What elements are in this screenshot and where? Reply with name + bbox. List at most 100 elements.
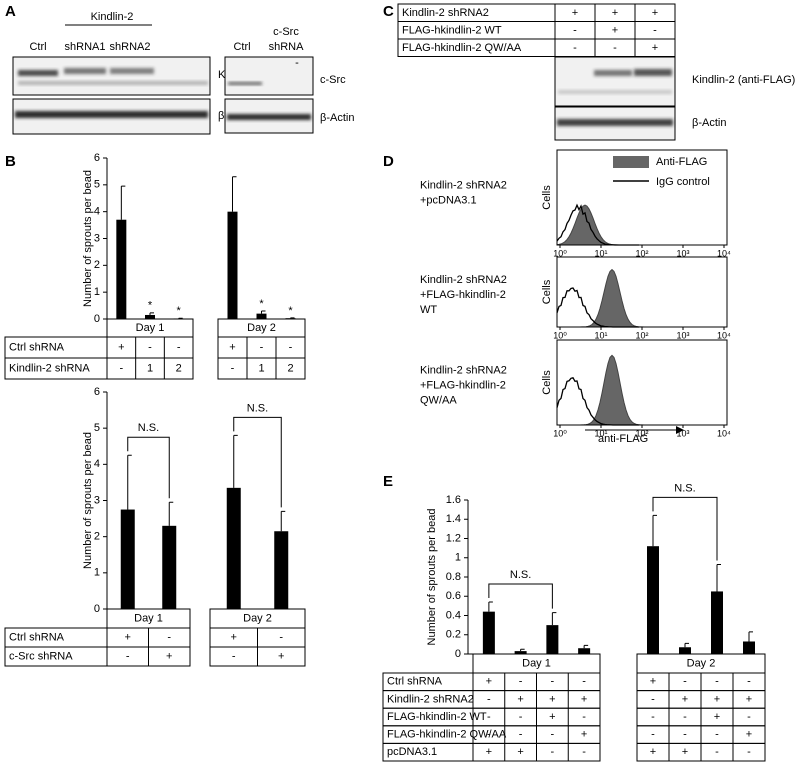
bar (679, 647, 691, 654)
cell-text: - (573, 42, 577, 54)
bar (120, 509, 135, 609)
bar (145, 314, 155, 319)
cell-text: - (260, 341, 264, 353)
bar (274, 531, 289, 609)
significance-bracket (488, 583, 553, 609)
bracket-label: N.S. (674, 482, 695, 494)
row-label: FLAG-hkindlin-2 WT (402, 24, 502, 36)
y-tick-label: 0 (94, 603, 100, 615)
annotation: * (259, 298, 264, 310)
blot-background (224, 56, 314, 96)
cell-text: + (572, 7, 578, 19)
lane-label: Ctrl (233, 41, 250, 53)
x-tick-label: 10³ (676, 428, 689, 438)
x-tick-label: 10³ (676, 330, 689, 340)
histogram-fill (570, 354, 660, 426)
table-cell (217, 357, 306, 380)
condition-label: Kindlin-2 shRNA2 (420, 274, 507, 286)
group-label: Day 2 (247, 322, 276, 334)
cell-text: - (573, 24, 577, 36)
blot-band (594, 70, 632, 76)
cell-text: - (613, 42, 617, 54)
cell-text: - (487, 729, 491, 741)
panel-label: D (383, 153, 394, 170)
cell-text: - (651, 693, 655, 705)
error-bar (583, 644, 589, 649)
bar (227, 211, 238, 319)
group-label: Day 2 (243, 612, 272, 624)
condition-label: WT (420, 304, 437, 316)
cell-text: 2 (176, 362, 182, 374)
x-tick-label: 10⁰ (553, 248, 567, 258)
cell-text: + (125, 631, 131, 643)
x-tick-label: 10¹ (594, 330, 607, 340)
band-label: β-Actin (692, 117, 726, 129)
y-tick-label: 6 (94, 386, 100, 398)
error-bar (232, 176, 237, 212)
blot-band (15, 111, 208, 118)
significance-bracket (652, 496, 718, 561)
legend-swatch (613, 156, 649, 168)
error-bar (551, 612, 557, 626)
band-label: c-Src (320, 74, 346, 86)
error-bar (168, 501, 174, 526)
significance-bracket (127, 436, 170, 499)
cell-text: - (683, 729, 687, 741)
bracket-label: N.S. (247, 402, 268, 414)
y-tick-label: 6 (94, 152, 100, 164)
histogram-fill (556, 204, 640, 246)
error-bar (748, 631, 753, 642)
y-tick-label: 2 (94, 531, 100, 543)
legend-label: IgG control (656, 176, 710, 188)
y-tick-label: 0 (94, 313, 100, 325)
cell-text: - (582, 711, 586, 723)
y-axis-label: Cells (541, 370, 553, 395)
y-axis-label: Cells (541, 185, 553, 210)
cell-text: + (517, 693, 523, 705)
cell-text: - (651, 729, 655, 741)
blot-band (557, 119, 673, 126)
error-bar (280, 510, 286, 532)
blot-band (227, 114, 311, 120)
error-bar (120, 185, 126, 220)
cell-text: + (486, 676, 492, 688)
bracket-label: N.S. (138, 422, 159, 434)
y-tick-label: 5 (94, 179, 100, 191)
panel-label: E (383, 473, 393, 490)
cell-text: - (148, 341, 152, 353)
cell-text: - (551, 729, 555, 741)
blot-band (18, 81, 208, 85)
y-tick-label: 1.4 (446, 513, 461, 525)
cell-text: + (581, 693, 587, 705)
blot-background (554, 56, 676, 107)
annotation: * (177, 305, 182, 317)
cell-text: + (612, 7, 618, 19)
cell-text: - (683, 676, 687, 688)
error-bar (716, 563, 721, 592)
y-tick-label: 1 (94, 286, 100, 298)
condition-label: Kindlin-2 shRNA2 (420, 179, 507, 191)
y-tick-label: 4 (94, 206, 100, 218)
cell-text: - (289, 341, 293, 353)
y-tick-label: 1.6 (446, 494, 461, 506)
blot-band (64, 68, 106, 74)
row-label: Kindlin-2 shRNA2 (402, 7, 489, 19)
x-tick-label: 10⁴ (717, 428, 731, 438)
cell-text: + (714, 711, 720, 723)
bracket-label: N.S. (510, 569, 531, 581)
cell-text: - (232, 650, 236, 662)
row-label: pcDNA3.1 (387, 746, 437, 758)
blot-band (228, 82, 262, 85)
condition-label: +FLAG-hkindlin-2 (420, 289, 506, 301)
row-label: FLAG-hkindlin-2 WT (387, 711, 487, 723)
cell-text: - (119, 362, 123, 374)
cell-text: + (650, 746, 656, 758)
error-bar (520, 648, 525, 652)
blot-band (18, 70, 58, 76)
row-label: c-Src shRNA (9, 650, 73, 662)
x-tick-label: 10¹ (594, 428, 607, 438)
y-tick-label: 0.4 (446, 609, 461, 621)
row-label: Ctrl shRNA (9, 631, 65, 643)
cell-text: - (231, 362, 235, 374)
cell-text: + (549, 693, 555, 705)
